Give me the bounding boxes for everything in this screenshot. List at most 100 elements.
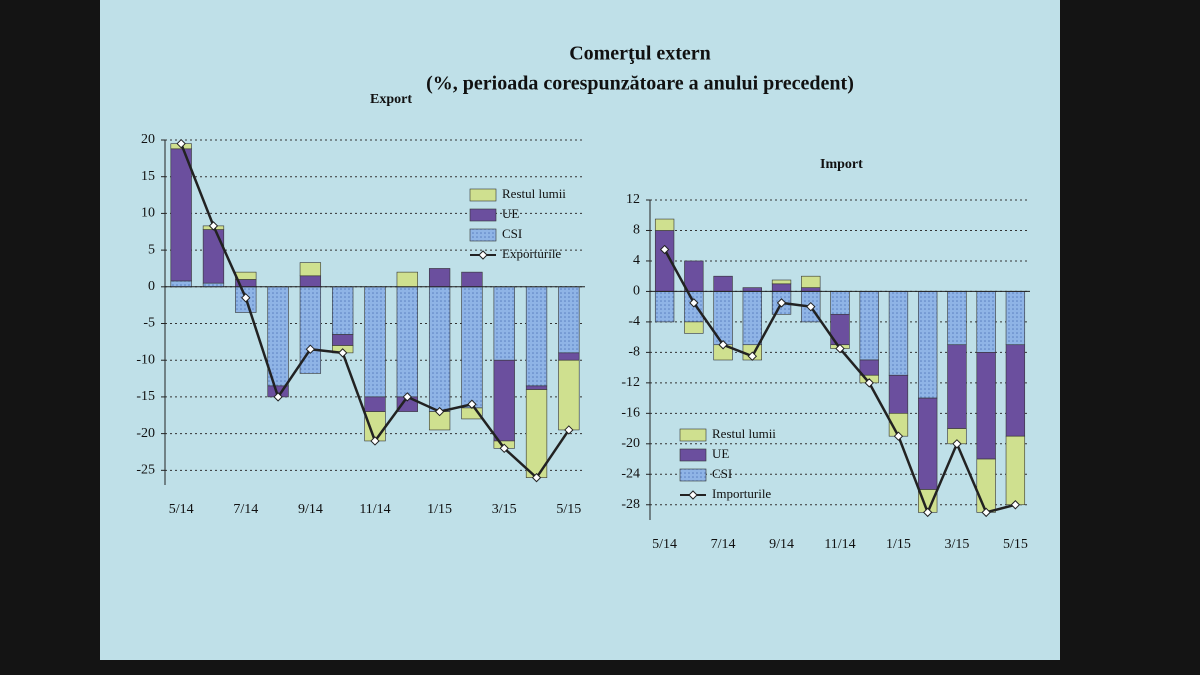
line-marker (776, 298, 787, 308)
line-marker (337, 348, 348, 358)
bar-segment (1005, 435, 1026, 506)
y-tick-label: -28 (621, 497, 640, 512)
line-marker (718, 340, 728, 350)
bar-segment (332, 334, 354, 346)
line-marker (273, 392, 283, 402)
chart-title: Import (820, 157, 863, 172)
legend-swatch (469, 228, 497, 242)
bar-segment (888, 374, 909, 414)
bar-segment (947, 344, 967, 429)
x-tick-label: 7/14 (711, 537, 736, 552)
line-marker (564, 425, 574, 435)
bar-segment (525, 385, 548, 390)
line-marker (747, 351, 758, 361)
bar-segment (299, 275, 322, 288)
bar-segment (202, 282, 225, 288)
bar-segment (396, 271, 418, 288)
bar-segment (558, 359, 580, 431)
x-tick-label: 9/14 (298, 502, 323, 517)
y-tick-label: -24 (621, 467, 640, 482)
line-marker (893, 431, 904, 441)
y-tick-label: -4 (628, 314, 640, 329)
bar-segment (558, 352, 580, 361)
y-tick-label: -15 (136, 389, 155, 404)
y-tick-label: -20 (136, 426, 155, 441)
line-marker (499, 443, 509, 454)
y-tick-label: 12 (626, 192, 640, 207)
bar-segment (654, 291, 675, 323)
legend-swatch (679, 448, 707, 462)
line-marker (689, 298, 699, 308)
line-marker (1010, 500, 1021, 510)
bar-segment (976, 458, 996, 513)
y-tick-label: -12 (621, 375, 640, 390)
bar-segment (859, 359, 879, 376)
line-marker (659, 244, 670, 255)
bar-segment (461, 286, 483, 409)
legend-label: CSI (502, 226, 522, 241)
bar-segment (918, 397, 938, 490)
bar-segment (461, 271, 483, 288)
bar-segment (801, 287, 821, 292)
x-tick-label: 11/14 (824, 537, 855, 552)
y-tick-label: -5 (143, 316, 155, 331)
legend-label: UE (502, 206, 519, 221)
line-marker (241, 293, 251, 303)
bar-segment (428, 268, 451, 288)
legend-swatch (469, 188, 497, 202)
x-tick-label: 3/15 (492, 502, 517, 517)
y-tick-label: 5 (148, 242, 155, 257)
bar-segment (654, 218, 675, 231)
y-tick-label: 4 (633, 253, 640, 268)
bar-segment (364, 396, 386, 412)
legend-swatch (679, 428, 707, 442)
bar-segment (170, 280, 192, 288)
bar-segment (170, 148, 192, 282)
bar-segment (396, 286, 418, 398)
bar-segment (801, 275, 821, 288)
bar-segment (859, 291, 879, 361)
line-marker (434, 406, 445, 417)
bar-segment (947, 291, 967, 346)
line-marker (922, 507, 933, 518)
y-tick-label: 0 (633, 284, 640, 299)
y-tick-label: -10 (136, 352, 155, 367)
bar-segment (332, 286, 354, 335)
bar-segment (493, 286, 515, 361)
bar-segment (918, 291, 938, 399)
y-tick-label: -20 (621, 436, 640, 451)
x-tick-label: 1/15 (427, 502, 452, 517)
line-marker (305, 344, 316, 354)
x-tick-label: 1/15 (886, 537, 911, 552)
y-tick-label: 0 (148, 279, 155, 294)
bar-segment (771, 279, 792, 285)
legend-swatch (469, 208, 497, 222)
bar-segment (235, 271, 257, 280)
x-tick-label: 5/14 (652, 537, 677, 552)
bar-segment (364, 286, 386, 398)
legend-marker (688, 490, 698, 500)
legend-label: UE (712, 446, 729, 461)
bar-segment (976, 291, 996, 353)
bar-segment (684, 321, 704, 334)
slide-area (100, 0, 1060, 660)
line-marker (402, 392, 413, 402)
legend-label: Importurile (712, 486, 771, 501)
line-marker (370, 436, 380, 446)
y-tick-label: 8 (633, 223, 640, 238)
x-tick-label: 5/15 (556, 502, 581, 517)
line-marker (981, 507, 991, 518)
bar-segment (525, 389, 548, 478)
bar-segment (976, 352, 996, 460)
x-tick-label: 7/14 (233, 502, 258, 517)
line-marker (208, 221, 219, 231)
y-tick-label: -16 (621, 406, 640, 421)
bar-segment (558, 286, 580, 354)
y-tick-label: 10 (141, 206, 155, 221)
bar-segment (1005, 291, 1026, 346)
slide-subtitle: (%, perioada corespunzătoare a anului pr… (426, 73, 854, 95)
line-marker (531, 472, 542, 483)
legend-marker (478, 250, 488, 260)
legend-label: Restul lumii (502, 186, 566, 201)
